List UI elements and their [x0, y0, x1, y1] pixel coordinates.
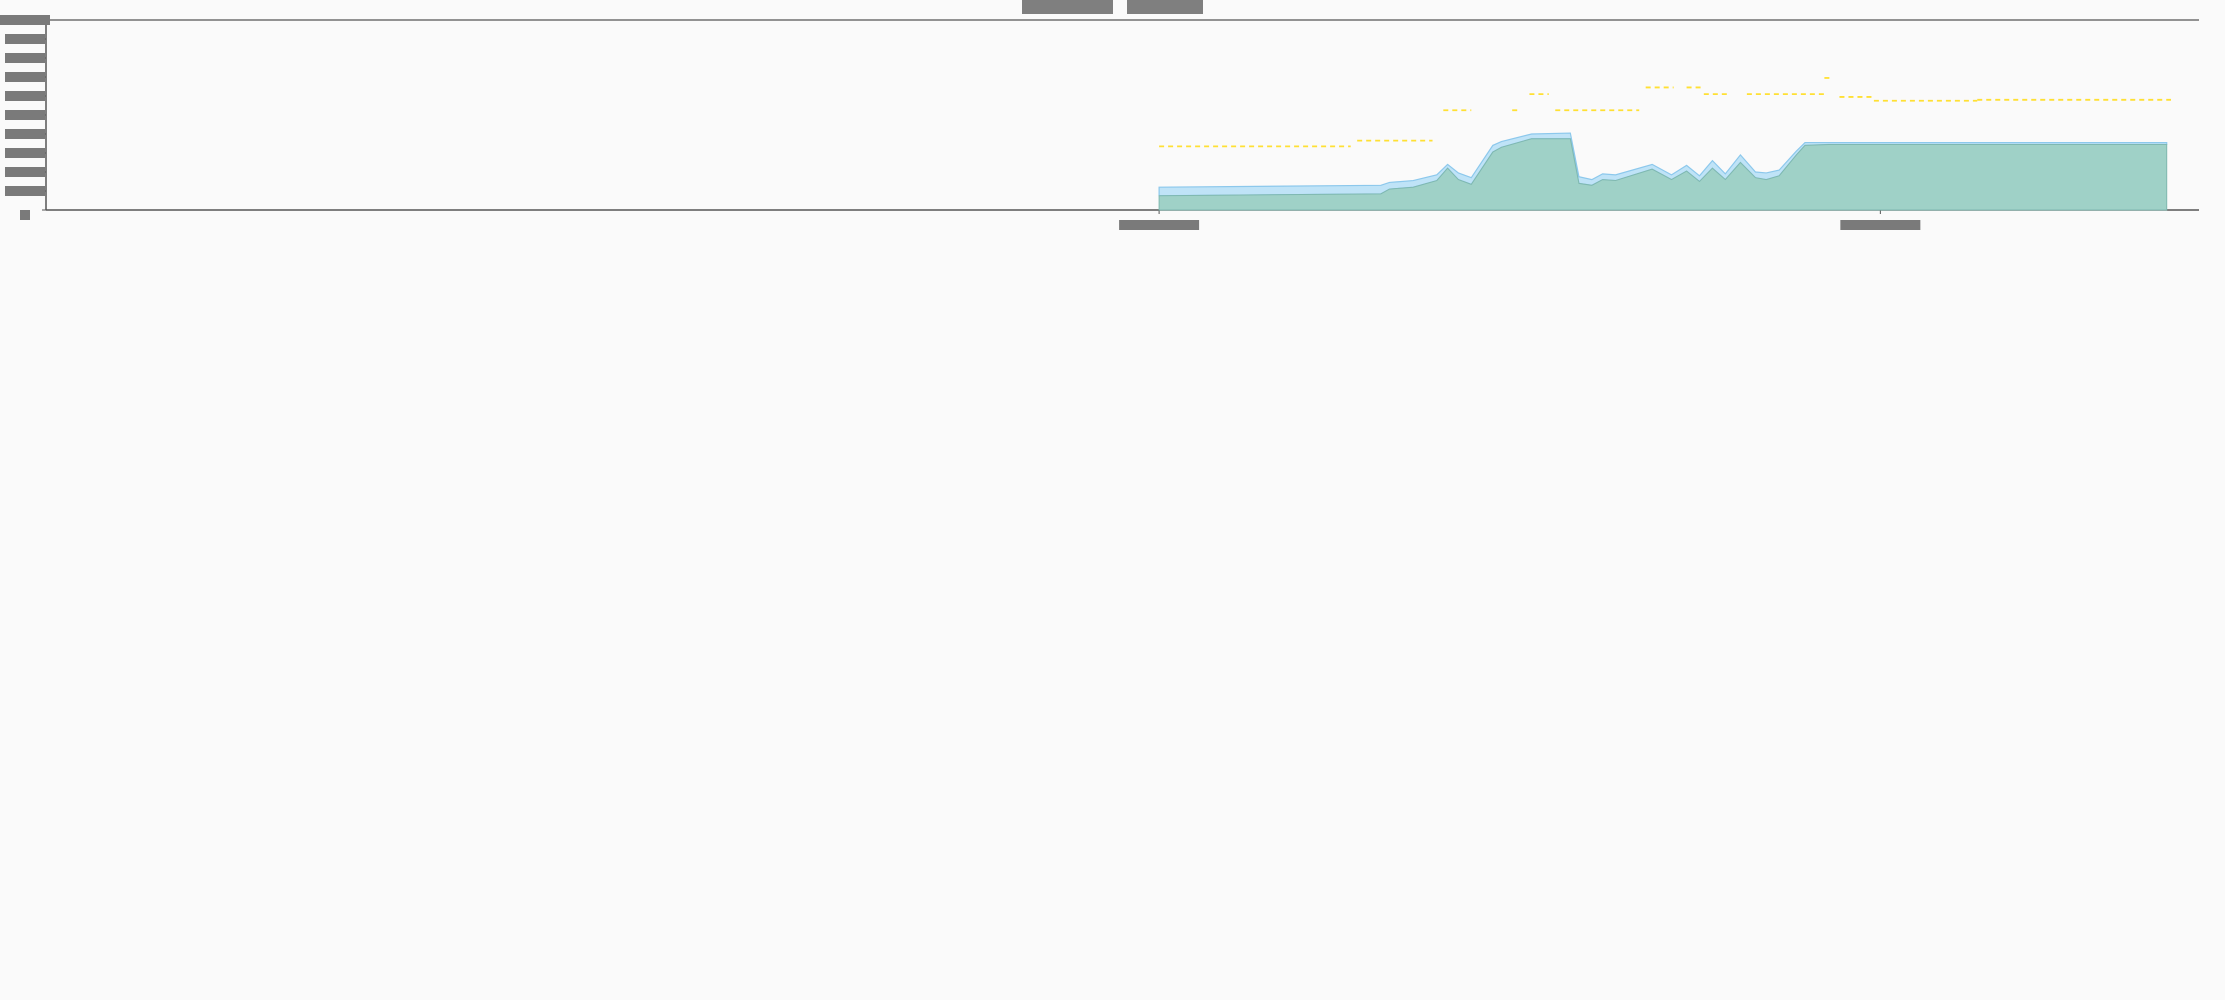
legend-entry: [1022, 0, 1113, 14]
y-tick-label: [5, 148, 45, 158]
legend-entry: [1127, 0, 1203, 14]
y-tick-label: [20, 210, 30, 220]
chart-svg: [0, 0, 2199, 230]
y-tick-label: [5, 34, 45, 44]
y-tick-label: [0, 15, 50, 25]
area-chart: [0, 0, 2225, 240]
y-tick-label: [5, 91, 45, 101]
lower-band-area: [1158, 138, 2168, 211]
x-tick-label: [1119, 220, 1200, 230]
x-tick-label: [1840, 220, 1921, 230]
y-tick-label: [5, 53, 45, 63]
y-tick-label: [5, 129, 45, 139]
y-tick-label: [5, 167, 45, 177]
y-tick-label: [5, 110, 45, 120]
y-tick-label: [5, 72, 45, 82]
y-tick-label: [5, 186, 45, 196]
